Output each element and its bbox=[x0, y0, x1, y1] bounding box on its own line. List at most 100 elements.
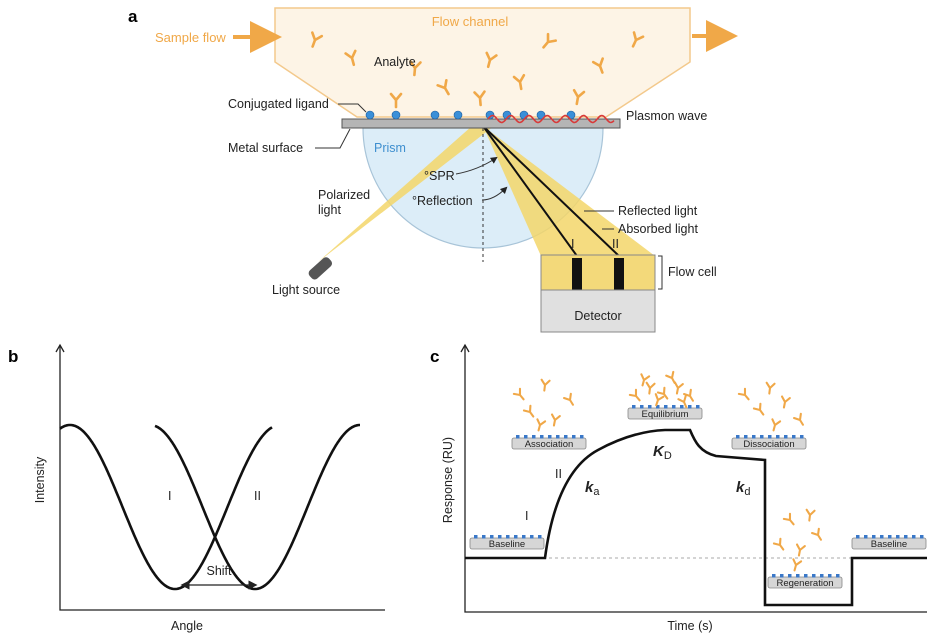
curve-label: II bbox=[254, 489, 261, 503]
label-line: light bbox=[318, 203, 341, 217]
intensity-curve bbox=[60, 425, 272, 589]
ligand bbox=[490, 535, 494, 539]
ligand bbox=[912, 535, 916, 539]
ligand bbox=[920, 535, 924, 539]
x-axis-title: Time (s) bbox=[667, 619, 712, 633]
analyte bbox=[754, 404, 767, 417]
ligand bbox=[392, 111, 400, 119]
phase-label: II bbox=[555, 467, 562, 481]
ligand bbox=[888, 535, 892, 539]
analyte bbox=[791, 559, 801, 571]
ligand bbox=[648, 405, 652, 409]
ligand bbox=[532, 435, 536, 439]
ligand bbox=[688, 405, 692, 409]
ligand bbox=[514, 535, 518, 539]
x-axis-title: Angle bbox=[171, 619, 203, 633]
analyte bbox=[564, 394, 576, 407]
ligand bbox=[736, 435, 740, 439]
beam-label: II bbox=[612, 237, 619, 251]
ligand bbox=[522, 535, 526, 539]
panel-a: a Flow channel Sample flow Analyte Prism bbox=[128, 7, 722, 332]
ligand bbox=[524, 435, 528, 439]
analyte bbox=[535, 419, 545, 431]
flow-cell-label: Flow cell bbox=[668, 265, 717, 279]
absorbed-light-label: Absorbed light bbox=[618, 222, 698, 236]
analyte bbox=[524, 406, 537, 419]
ligand bbox=[520, 111, 528, 119]
analyte bbox=[765, 383, 774, 394]
ligand bbox=[784, 435, 788, 439]
ligand bbox=[498, 535, 502, 539]
analyte bbox=[739, 389, 752, 402]
ligand bbox=[431, 111, 439, 119]
light-source-label: Light source bbox=[272, 283, 340, 297]
subscript: D bbox=[664, 450, 672, 462]
detector-label: Detector bbox=[574, 309, 621, 323]
analyte bbox=[673, 383, 683, 395]
ligand bbox=[696, 405, 700, 409]
panel-b: b Intensity Angle I II Shift bbox=[8, 345, 385, 633]
stage-label: Baseline bbox=[489, 539, 525, 550]
ligand bbox=[792, 435, 796, 439]
analyte bbox=[550, 415, 560, 427]
ligand bbox=[776, 435, 780, 439]
ligand bbox=[474, 535, 478, 539]
ligand bbox=[768, 435, 772, 439]
rate-constant: KD bbox=[653, 443, 672, 462]
reflected-light-label: Reflected light bbox=[618, 204, 698, 218]
conjugated-ligand-label: Conjugated ligand bbox=[228, 97, 329, 111]
shift-label: Shift bbox=[206, 564, 232, 578]
ligand bbox=[366, 111, 374, 119]
ligand bbox=[772, 574, 776, 578]
ligand bbox=[896, 535, 900, 539]
stage-label: Dissociation bbox=[743, 439, 794, 450]
reflection-angle-label: °Reflection bbox=[412, 194, 473, 208]
stage-label: Equilibrium bbox=[642, 409, 689, 420]
ligand bbox=[760, 435, 764, 439]
rate-constant: kd bbox=[736, 479, 750, 498]
flow-channel-label: Flow channel bbox=[432, 14, 509, 29]
stage-label: Association bbox=[525, 439, 574, 450]
curve-label: I bbox=[168, 489, 171, 503]
absorption-band bbox=[572, 258, 582, 290]
ligand bbox=[872, 535, 876, 539]
ligand bbox=[820, 574, 824, 578]
ligand bbox=[640, 405, 644, 409]
analyte-label: Analyte bbox=[374, 55, 416, 69]
stage-chips: Baseline Association Equilibrium Dissociati… bbox=[470, 372, 926, 589]
ligand bbox=[632, 405, 636, 409]
sensorgram bbox=[465, 430, 927, 605]
subscript: a bbox=[593, 486, 600, 498]
ligand bbox=[516, 435, 520, 439]
subscript: d bbox=[744, 486, 750, 498]
analyte bbox=[784, 514, 797, 527]
ligand bbox=[800, 435, 804, 439]
ligand bbox=[904, 535, 908, 539]
analyte bbox=[774, 539, 787, 552]
ligand bbox=[828, 574, 832, 578]
ligand bbox=[538, 535, 542, 539]
prism-label: Prism bbox=[374, 141, 406, 155]
analyte bbox=[794, 414, 806, 427]
panel-label: c bbox=[430, 347, 439, 366]
ligand bbox=[752, 435, 756, 439]
ligand bbox=[856, 535, 860, 539]
analyte bbox=[770, 419, 780, 431]
axes bbox=[465, 345, 927, 612]
analyte bbox=[645, 383, 654, 394]
sample-flow-label: Sample flow bbox=[155, 30, 226, 45]
ligand bbox=[664, 405, 668, 409]
absorption-band bbox=[614, 258, 624, 290]
stage-label: Regeneration bbox=[776, 578, 833, 589]
phase-label: I bbox=[525, 509, 528, 523]
ligand bbox=[780, 574, 784, 578]
ligand bbox=[540, 435, 544, 439]
analyte bbox=[795, 545, 805, 557]
ligand bbox=[788, 574, 792, 578]
ligand bbox=[680, 405, 684, 409]
panel-label: b bbox=[8, 347, 18, 366]
ligand bbox=[796, 574, 800, 578]
analyte bbox=[630, 390, 643, 403]
ligand bbox=[564, 435, 568, 439]
ligand bbox=[548, 435, 552, 439]
